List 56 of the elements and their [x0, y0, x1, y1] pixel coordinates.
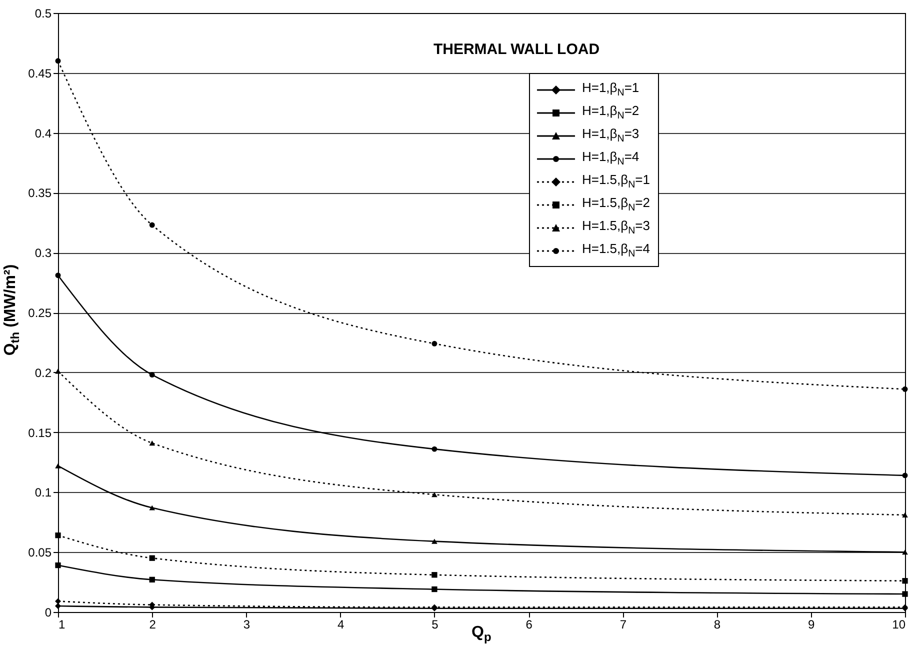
point [55, 532, 61, 538]
legend-label: H=1,β$_{N}$=4 [582, 149, 640, 168]
point [55, 562, 61, 568]
y-tick-label: 0.1 [34, 486, 52, 500]
point [902, 512, 908, 518]
point [902, 578, 908, 584]
y-tick-label: 0.4 [34, 126, 52, 140]
point [55, 463, 61, 468]
y-tick-label: 0.45 [28, 66, 52, 80]
y-tick-label: 0.25 [28, 306, 52, 320]
point [55, 603, 61, 610]
legend-label: H=1.5,β$_{N}$=1 [582, 172, 650, 191]
y-tick-label: 0.5 [34, 6, 52, 20]
point [149, 372, 155, 378]
y-tick-label: 0.2 [34, 366, 52, 380]
legend-label: H=1,β$_{N}$=3 [582, 126, 640, 145]
point [432, 492, 438, 498]
point [149, 505, 156, 510]
x-tick-label: 8 [714, 618, 721, 632]
x-tick-label: 1 [58, 618, 66, 632]
x-tick-label: 5 [432, 618, 439, 632]
point [55, 58, 61, 64]
y-tick-label: 0.15 [28, 426, 52, 440]
y-tick-label: 0.3 [34, 246, 52, 260]
point [432, 340, 438, 346]
point [55, 272, 61, 278]
x-tick-label: 7 [620, 618, 627, 632]
x-axis-title: Q$_{p}$ [472, 624, 492, 644]
x-tick-label: 3 [243, 618, 250, 632]
x-tick-label: 4 [337, 618, 344, 632]
point [149, 555, 155, 561]
y-tick-label: 0 [44, 606, 52, 620]
x-tick-label: 10 [892, 618, 906, 632]
legend-label: H=1.5,β$_{N}$=2 [582, 195, 650, 214]
legend-label: H=1,β$_{N}$=2 [582, 103, 640, 122]
y-tick-label: 0.05 [28, 546, 52, 560]
legend-label: H=1.5,β$_{N}$=4 [582, 241, 650, 260]
point [432, 446, 438, 452]
text: THERMAL WALL LOAD [433, 41, 600, 58]
point [432, 586, 438, 592]
legend-label: H=1,β$_{N}$=1 [582, 80, 640, 99]
point [149, 576, 155, 582]
x-tick-label: 2 [149, 618, 156, 632]
x-tick-label: 9 [808, 618, 816, 632]
point [149, 222, 155, 228]
point [902, 472, 908, 478]
point [432, 572, 438, 578]
point [432, 538, 438, 544]
point [902, 591, 908, 597]
point [902, 386, 908, 392]
point [902, 550, 908, 555]
point [149, 440, 156, 446]
x-tick-label: 6 [526, 618, 533, 632]
y-tick-label: 0.35 [28, 186, 52, 200]
legend-label: H=1.5,β$_{N}$=3 [582, 218, 650, 237]
point [55, 598, 61, 604]
